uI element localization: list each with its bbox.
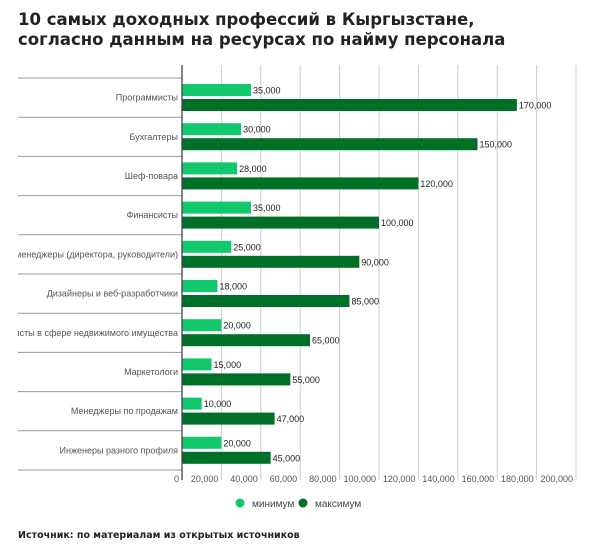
bar-min (182, 358, 212, 371)
x-tick-label: 160,000 (462, 474, 495, 484)
data-label: 18,000 (219, 282, 247, 292)
category-label: Инженеры разного профиля (60, 445, 179, 455)
chart-title-line: 10 самых доходных профессий в Кыргызстан… (18, 10, 475, 29)
bar-min (182, 201, 251, 214)
bar-min (182, 397, 202, 410)
x-tick-label: 0 (174, 474, 179, 484)
bar-min (182, 84, 251, 96)
data-label: 10,000 (204, 399, 232, 409)
bar-max (182, 334, 311, 347)
bar-min (182, 240, 232, 253)
legend-marker (235, 498, 245, 508)
x-tick-label: 40,000 (230, 474, 258, 484)
category-label: Специалисты в сфере недвижимого имуществ… (0, 328, 178, 338)
category-label: Маркетологи (124, 367, 178, 377)
chart-title-line: согласно данным на ресурсах по найму пер… (18, 30, 506, 49)
category-label: Топ-менеджеры (директора, руководители) (0, 249, 178, 259)
x-tick-label: 20,000 (191, 474, 219, 484)
data-label: 120,000 (420, 179, 453, 189)
legend-label: минимум (252, 499, 294, 510)
data-label: 28,000 (239, 164, 267, 174)
data-label: 90,000 (361, 257, 389, 267)
chart-title: 10 самых доходных профессий в Кыргызстан… (18, 10, 505, 50)
data-label: 47,000 (277, 414, 305, 424)
data-label: 35,000 (253, 203, 281, 213)
data-label: 25,000 (233, 242, 261, 252)
bar-max (182, 99, 517, 111)
category-label: Шеф-повара (125, 171, 178, 181)
bar-max (182, 295, 350, 307)
bar-max (182, 412, 275, 425)
x-tick-label: 180,000 (501, 474, 534, 484)
x-tick-label: 140,000 (422, 474, 455, 484)
data-label: 65,000 (312, 336, 340, 346)
data-label: 170,000 (519, 101, 552, 111)
data-label: 15,000 (214, 360, 242, 370)
bar-max (182, 216, 379, 229)
data-label: 85,000 (351, 297, 379, 307)
category-label: Программисты (116, 93, 178, 103)
x-tick-label: 60,000 (270, 474, 298, 484)
bar-min (182, 319, 222, 332)
bar-max (182, 138, 478, 151)
data-label: 150,000 (480, 140, 513, 150)
data-label: 100,000 (381, 218, 414, 228)
bar-min (182, 436, 222, 449)
data-label: 30,000 (243, 125, 271, 135)
category-label: Менеджеры по продажам (71, 406, 178, 416)
data-label: 20,000 (223, 321, 251, 331)
bar-max (182, 451, 271, 464)
legend-marker (298, 498, 308, 508)
source-note: Источник: по материалам из открытых исто… (18, 530, 300, 541)
legend-label: максимум (315, 499, 361, 510)
data-label: 45,000 (273, 453, 301, 463)
x-tick-label: 120,000 (383, 474, 416, 484)
category-label: Финансисты (127, 210, 178, 220)
data-label: 55,000 (292, 375, 320, 385)
bar-min (182, 123, 242, 136)
x-tick-label: 100,000 (343, 474, 376, 484)
x-tick-label: 80,000 (309, 474, 337, 484)
bar-max (182, 177, 419, 190)
bar-min (182, 162, 238, 175)
data-label: 35,000 (253, 86, 281, 96)
category-label: Бухгалтеры (129, 132, 178, 142)
x-tick-label: 200,000 (540, 474, 573, 484)
bar-max (182, 373, 291, 386)
bar-max (182, 255, 360, 268)
data-label: 20,000 (223, 438, 251, 448)
bar-min (182, 280, 218, 292)
category-label: Дизайнеры и веб-разработчики (47, 289, 178, 299)
